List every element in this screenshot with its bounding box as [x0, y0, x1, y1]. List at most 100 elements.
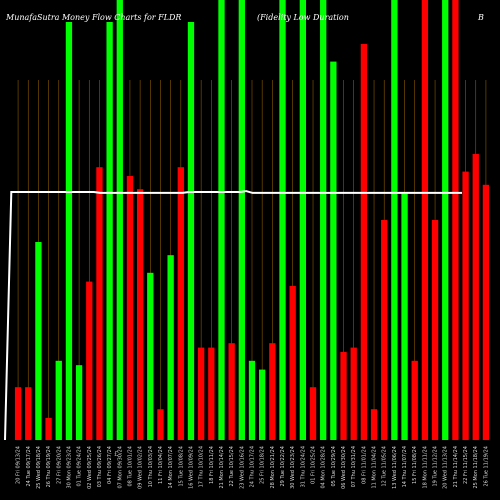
bar [482, 184, 490, 440]
x-tick-label: 11 Fri 10/04/24 [158, 446, 164, 484]
x-tick-label: 07 Mon 09/30/24 [117, 446, 123, 489]
x-tick-label: 13 Wed 11/06/24 [392, 446, 398, 489]
bar [472, 154, 479, 440]
x-tick-label: 11 Mon 11/04/24 [372, 446, 378, 489]
chart-title-left: MunafaSutra Money Flow Charts for FLDR [6, 13, 182, 22]
bar [299, 0, 307, 440]
x-tick-label: 06 Wed 10/30/24 [341, 446, 347, 489]
x-tick-label: 22 Tue 10/15/24 [229, 446, 235, 487]
bar [401, 193, 408, 440]
x-tick-label: 18 Mon 11/11/24 [422, 446, 428, 489]
x-tick-label: 20 Fri 09/13/24 [16, 446, 22, 484]
bar [35, 242, 42, 440]
bar [208, 347, 215, 440]
x-tick-label: 14 Thu 11/07/24 [402, 446, 408, 487]
bar [147, 272, 154, 440]
x-tick-label: 10 Thu 10/03/24 [148, 446, 154, 487]
x-tick-label: 30 Mon 09/23/24 [66, 446, 72, 489]
bar [431, 220, 439, 440]
bar [14, 387, 22, 440]
bar [218, 0, 225, 440]
bar [106, 22, 113, 440]
x-tick-label: 22 Fri 11/15/24 [463, 446, 469, 484]
x-tick-label: 24 Tue 09/17/24 [26, 446, 32, 487]
x-tick-label: 19 Tue 11/12/24 [433, 446, 439, 487]
bar [126, 176, 134, 440]
bar [442, 0, 449, 440]
bar [238, 0, 245, 440]
bar [65, 22, 73, 440]
x-tick-label: 29 Tue 10/22/24 [280, 446, 286, 487]
x-tick-label: 26 Thu 09/19/24 [46, 446, 52, 487]
bar [55, 360, 62, 440]
bar [75, 365, 83, 440]
x-tick-labels: 20 Fri 09/13/24 24 Tue 09/17/24 25 Wed 09/… [16, 446, 490, 489]
bar [116, 0, 123, 440]
x-tick-label: 08 Tue 10/01/24 [127, 446, 133, 487]
x-tick-label: 18 Fri 10/11/24 [209, 446, 215, 484]
bar [136, 189, 144, 440]
x-tick-label: 03 Thu 09/26/24 [97, 446, 103, 487]
chart-title-middle: (Fidelity Low Duration [257, 13, 349, 22]
x-tick-label: 21 Thu 11/14/24 [453, 446, 459, 487]
bar [269, 343, 276, 440]
x-tick-label: 14 Mon 10/07/24 [168, 446, 174, 489]
x-tick-label: 21 Mon 10/14/24 [219, 446, 225, 489]
x-tick-label: 31 Thu 10/24/24 [300, 446, 306, 487]
bar [391, 0, 398, 440]
x-tick-label: 28 Mon 10/21/24 [270, 446, 276, 489]
x-tick-label: 20 Wed 11/13/24 [443, 446, 449, 489]
chart-title-right: B [478, 13, 484, 22]
x-tick-label: 27 Fri 09/20/24 [56, 446, 62, 484]
x-tick-label: 25 Wed 09/18/24 [36, 446, 42, 489]
x-tick-label: 26 Tue 11/19/24 [483, 446, 489, 487]
marker-label: £ [114, 451, 118, 458]
bar [86, 281, 93, 440]
bar [370, 409, 378, 440]
x-tick-label: 30 Wed 10/23/24 [290, 446, 296, 489]
bar [157, 409, 164, 440]
bar [45, 418, 52, 440]
x-tick-label: 08 Fri 11/01/24 [361, 446, 367, 484]
bar [289, 286, 296, 440]
bar [167, 255, 174, 440]
bar [228, 343, 235, 440]
x-tick-label: 12 Tue 11/05/24 [382, 446, 388, 487]
bar [25, 387, 32, 440]
x-tick-label: 17 Thu 10/10/24 [199, 446, 205, 487]
x-tick-label: 02 Wed 09/25/24 [87, 446, 93, 489]
bar [187, 22, 195, 440]
bar [248, 360, 256, 440]
x-tick-label: 04 Mon 10/28/24 [321, 446, 327, 489]
bar [462, 171, 469, 440]
bar [96, 167, 103, 440]
bar [259, 369, 266, 440]
x-tick-label: 15 Tue 10/08/24 [178, 446, 184, 487]
x-tick-label: 05 Tue 10/29/24 [331, 446, 337, 487]
x-tick-label: 09 Wed 10/02/24 [138, 446, 144, 489]
x-tick-label: 07 Thu 10/31/24 [351, 446, 357, 487]
bar [320, 0, 327, 440]
x-tick-label: 25 Mon 11/18/24 [473, 446, 479, 489]
x-tick-label: 01 Fri 10/25/24 [311, 446, 317, 484]
x-tick-label: 24 Thu 10/17/24 [250, 446, 256, 487]
bar [360, 44, 368, 440]
bar [177, 167, 184, 440]
x-tick-label: 23 Wed 10/16/24 [239, 446, 245, 489]
x-tick-label: 01 Tue 09/24/24 [77, 446, 83, 487]
bar [452, 0, 459, 440]
bar [279, 0, 286, 440]
x-tick-label: 25 Fri 10/18/24 [260, 446, 266, 484]
bar [340, 352, 347, 440]
x-tick-label: 15 Fri 11/08/24 [412, 446, 418, 484]
bar [330, 61, 337, 440]
x-tick-label: 16 Wed 10/09/24 [188, 446, 194, 489]
bar [309, 387, 317, 440]
bar [411, 360, 418, 440]
flow-line [4, 190, 462, 441]
bar [421, 0, 429, 440]
bar [197, 347, 205, 440]
bar [350, 347, 357, 440]
bars [14, 0, 490, 440]
